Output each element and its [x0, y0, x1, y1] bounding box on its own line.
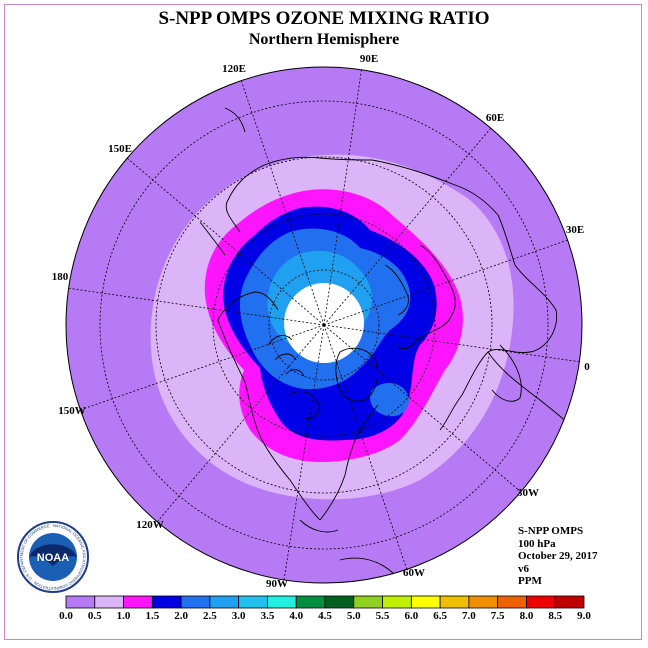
latitude-circle-40n	[155, 156, 493, 494]
graticule	[66, 67, 582, 581]
info-instrument: S-NPP OMPS	[518, 525, 584, 537]
info-level: 100 hPa	[518, 537, 556, 550]
coast-japan	[224, 107, 246, 133]
colorbar-swatch	[410, 595, 441, 609]
colorbar-swatch	[94, 595, 124, 609]
lon-label-150w: 150W	[58, 405, 86, 417]
coast-north-america-east	[319, 404, 379, 521]
latitude-circle-80n	[268, 269, 380, 381]
colorbar-swatch	[151, 595, 182, 609]
colorbar-tick-label: 3.0	[232, 610, 246, 622]
coast-asia-east	[225, 165, 263, 233]
meridian-60e	[323, 127, 492, 326]
colorbar-tick-label: 2.5	[203, 610, 217, 622]
latitude-circle-20n	[99, 100, 549, 550]
colorbar-tick-label: 9.0	[577, 610, 591, 622]
colorbar-tick-label: 3.5	[261, 610, 275, 622]
lon-label-150e: 150E	[108, 143, 132, 155]
colorbar-swatch	[180, 595, 211, 609]
colorbar-swatch	[65, 595, 96, 609]
lon-label-60w: 60W	[403, 567, 425, 579]
map-info-block: S-NPP OMPS 100 hPa October 29, 2017 v6 P…	[518, 525, 598, 588]
coast-europe	[397, 244, 456, 350]
longitude-labels: 90E 60E 30E 0 30W 60W 90W 120W 150W 180 …	[52, 53, 591, 590]
figure-frame	[4, 4, 642, 640]
band-2.0-atlantic	[370, 382, 409, 417]
colorbar-swatch	[554, 595, 585, 609]
coast-hudson-bay	[289, 391, 320, 419]
colorbar-swatch	[209, 595, 240, 609]
colorbar-swatch	[468, 595, 499, 609]
lon-label-120e: 120E	[222, 63, 246, 75]
ozone-field	[66, 67, 582, 583]
colorbar: 0.0 0.5 1.0 1.5 2.0 2.5 3.0 3.5 4.0 4.5 5.0 5.5 6.0 6…	[59, 595, 591, 622]
colorbar-tick-label: 6.0	[404, 610, 418, 622]
lon-label-60e: 60E	[486, 112, 504, 124]
info-date: October 29, 2017	[518, 550, 598, 562]
colorbar-tick-label: 6.5	[433, 610, 447, 622]
colorbar-tick-label: 0.0	[59, 610, 73, 622]
coast-gulf-mexico	[299, 519, 339, 533]
logo-bird	[29, 544, 77, 566]
colorbar-swatch	[324, 595, 355, 609]
colorbar-tick-label: 8.0	[520, 610, 534, 622]
colorbar-swatch	[526, 595, 556, 609]
colorbar-tick-label: 5.5	[376, 610, 390, 622]
coast-arabia	[491, 344, 522, 402]
noaa-logo: NOAA NATIONAL OCEANIC AND ATMOSPHERIC AD…	[17, 521, 89, 593]
map-title: S-NPP OMPS OZONE MIXING RATIO	[158, 8, 490, 29]
colorbar-swatch	[295, 595, 326, 609]
colorbar-tick-label: 5.0	[347, 610, 361, 622]
map-subtitle: Northern Hemisphere	[248, 31, 400, 48]
lon-label-30e: 30E	[566, 224, 584, 236]
colorbar-tick-label: 8.5	[548, 610, 562, 622]
meridian-0	[323, 324, 582, 363]
meridian-120e	[240, 79, 325, 326]
coast-kamchatka	[199, 221, 226, 256]
meridian-30e	[323, 239, 569, 326]
colorbar-tick-label: 1.0	[117, 610, 131, 622]
coast-eurasia	[371, 159, 558, 431]
colorbar-swatch	[267, 595, 297, 609]
lon-label-0: 0	[584, 361, 590, 373]
meridian-150e	[126, 157, 325, 326]
colorbar-tick-label: 0.5	[88, 610, 102, 622]
meridian-150w	[79, 324, 325, 411]
coast-canada-islands	[267, 334, 305, 377]
coast-alaska	[217, 291, 279, 321]
meridian-180	[66, 287, 325, 326]
colorbar-swatch	[238, 595, 268, 609]
lon-label-180: 180	[52, 271, 69, 283]
lon-label-30w: 30W	[517, 487, 539, 499]
colorbar-tick-label: 4.5	[318, 610, 332, 622]
lon-label-90e: 90E	[360, 53, 378, 65]
colorbar-tick-label: 4.0	[289, 610, 303, 622]
colorbar-swatch	[382, 595, 412, 609]
colorbar-swatch	[123, 595, 153, 609]
colorbar-tick-label: 7.5	[491, 610, 505, 622]
colorbar-swatch	[353, 595, 383, 609]
meridian-90w	[283, 324, 325, 581]
lon-label-90w: 90W	[266, 578, 288, 590]
colorbar-tick-label: 2.0	[174, 610, 188, 622]
info-units: PPM	[518, 575, 542, 587]
meridian-60w	[323, 324, 408, 571]
coast-asia-north	[261, 156, 373, 167]
latitude-circle-60n	[212, 213, 436, 437]
colorbar-tick-label: 1.5	[145, 610, 159, 622]
lon-label-120w: 120W	[136, 519, 164, 531]
colorbar-swatch	[439, 595, 470, 609]
info-version: v6	[518, 562, 529, 575]
colorbar-tick-label: 7.0	[462, 610, 476, 622]
meridian-30w	[323, 324, 522, 493]
logo-text: NOAA	[37, 552, 69, 564]
meridian-120w	[156, 324, 325, 523]
map-boundary	[65, 66, 583, 584]
colorbar-swatch	[497, 595, 527, 609]
